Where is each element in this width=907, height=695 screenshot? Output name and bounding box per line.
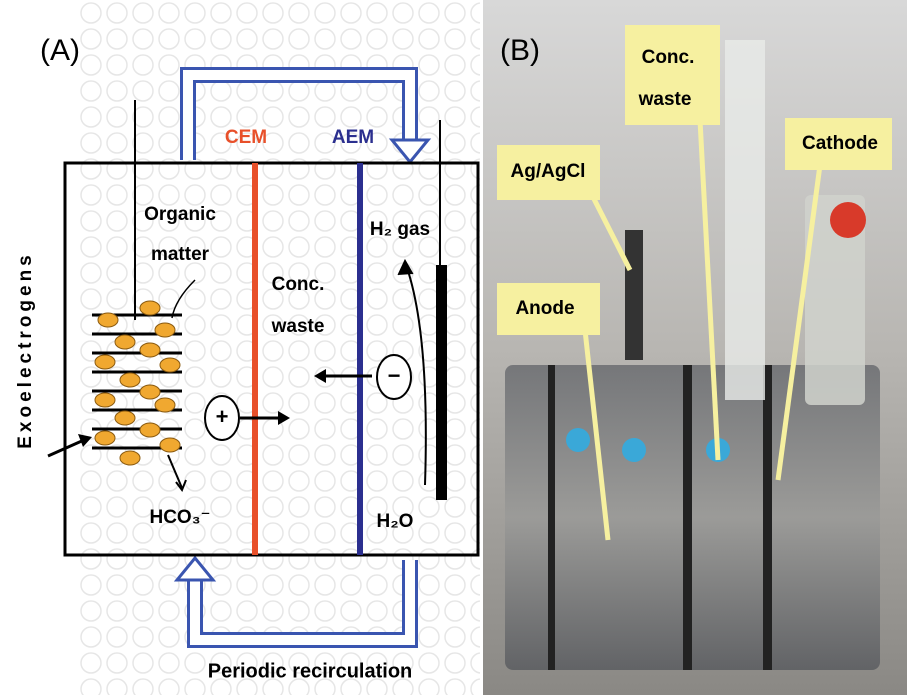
- cation-sign: +: [216, 404, 229, 429]
- label: waste: [271, 316, 325, 337]
- panel-a: (A) CEM AEM Organic matter Conc. waste H…: [15, 0, 480, 695]
- bacterium: [140, 343, 160, 357]
- gasket: [763, 365, 772, 670]
- panel-label: (A): [40, 34, 80, 67]
- bacterium: [155, 398, 175, 412]
- label: matter: [151, 244, 210, 265]
- syringe: [725, 40, 765, 400]
- callout: waste: [638, 89, 692, 110]
- cathode: [436, 265, 447, 500]
- membrane-label: AEM: [332, 127, 374, 148]
- bacterium: [160, 358, 180, 372]
- label: Exoelectrogens: [15, 251, 36, 449]
- caption: Periodic recirculation: [208, 660, 413, 682]
- panel-label: (B): [500, 34, 540, 67]
- bacterium: [120, 451, 140, 465]
- bacterium: [140, 385, 160, 399]
- label: Organic: [144, 204, 216, 225]
- callout: Anode: [515, 298, 574, 319]
- figure: (A) CEM AEM Organic matter Conc. waste H…: [0, 0, 907, 695]
- cap: [830, 202, 866, 238]
- bacterium: [115, 335, 135, 349]
- bacterium: [115, 411, 135, 425]
- port: [622, 438, 646, 462]
- bacterium: [98, 313, 118, 327]
- membrane-label: CEM: [225, 127, 267, 148]
- bacterium: [160, 438, 180, 452]
- label: HCO₃⁻: [149, 507, 210, 528]
- bacterium: [155, 323, 175, 337]
- panel-b: (B) Conc. waste Ag/AgCl Cathode Anode: [483, 0, 907, 695]
- bacterium: [95, 431, 115, 445]
- cell-body: [505, 365, 880, 670]
- bacterium: [140, 423, 160, 437]
- label: H₂ gas: [370, 219, 430, 240]
- gasket: [548, 365, 555, 670]
- reference-electrode: [625, 230, 643, 360]
- port: [566, 428, 590, 452]
- callout: Ag/AgCl: [511, 161, 586, 182]
- anion-sign: −: [388, 363, 401, 388]
- bacterium: [120, 373, 140, 387]
- bacterium: [95, 393, 115, 407]
- callout: Conc.: [642, 47, 695, 68]
- callout: Cathode: [802, 133, 878, 154]
- bacterium: [140, 301, 160, 315]
- background-pattern: [80, 0, 480, 695]
- gasket: [683, 365, 692, 670]
- bacterium: [95, 355, 115, 369]
- label: H₂O: [377, 511, 414, 532]
- label: Conc.: [272, 274, 325, 295]
